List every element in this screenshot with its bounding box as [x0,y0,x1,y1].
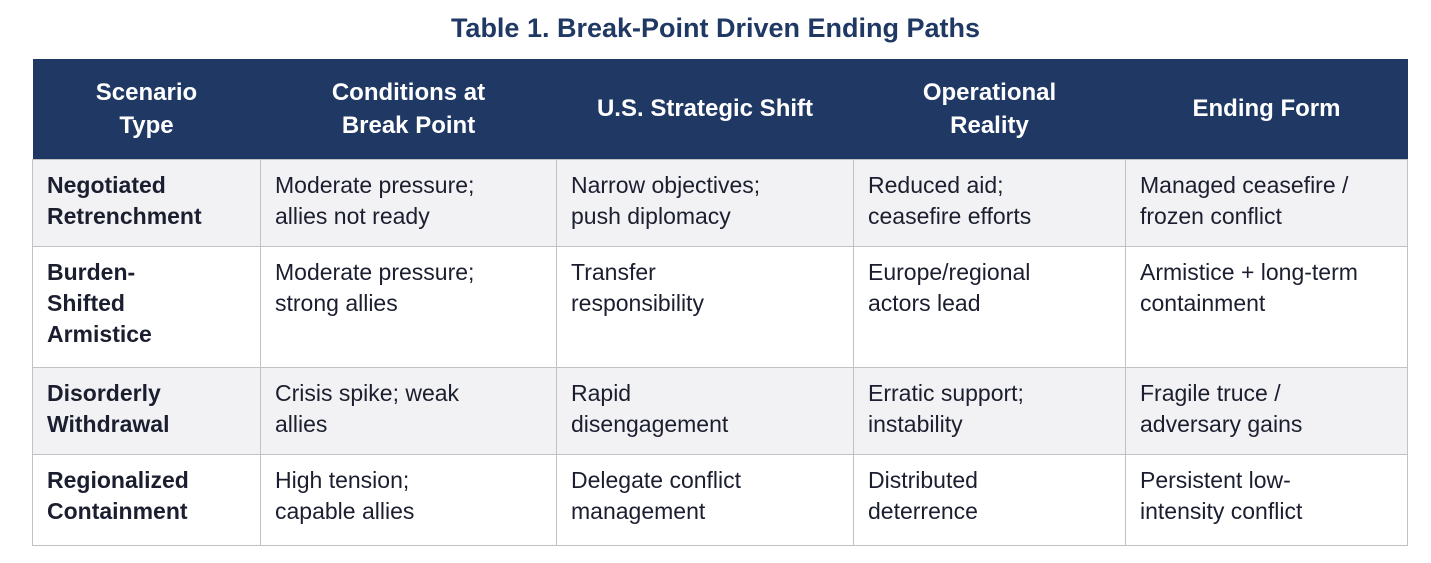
scenario-cell: Regionalized Containment [32,453,261,546]
break-point-table: Scenario Type Conditions at Break Point … [32,59,1408,546]
table-cell: Crisis spike; weak allies [260,366,557,455]
table-row-burden-shifted-armistice: Burden- Shifted Armistice Moderate press… [32,245,1408,368]
table-cell: Persistent low- intensity conflict [1125,453,1408,546]
table-cell: Delegate conflict management [556,453,854,546]
scenario-cell: Disorderly Withdrawal [32,366,261,455]
scenario-cell: Negotiated Retrenchment [32,158,261,247]
table-cell: Fragile truce / adversary gains [1125,366,1408,455]
column-header-scenario-type: Scenario Type [32,59,261,159]
table-title: Table 1. Break-Point Driven Ending Paths [450,13,981,43]
table-row-disorderly-withdrawal: Disorderly Withdrawal Crisis spike; weak… [32,366,1408,455]
table-cell: Moderate pressure; strong allies [260,245,557,368]
table-cell: Narrow objectives; push diplomacy [556,158,854,247]
scenario-cell: Burden- Shifted Armistice [32,245,261,368]
table-cell: Reduced aid; ceasefire efforts [853,158,1126,247]
table-cell: Distributed deterrence [853,453,1126,546]
table-cell: Armistice + long-term containment [1125,245,1408,368]
table-cell: Europe/regional actors lead [853,245,1126,368]
table-header-row: Scenario Type Conditions at Break Point … [32,59,1408,159]
table-row-regionalized-containment: Regionalized Containment High tension; c… [32,453,1408,546]
column-header-ending-form: Ending Form [1125,59,1408,159]
table-cell: High tension; capable allies [260,453,557,546]
column-header-us-strategic-shift: U.S. Strategic Shift [556,59,854,159]
table-cell: Managed ceasefire / frozen conflict [1125,158,1408,247]
column-header-conditions-at-break-point: Conditions at Break Point [260,59,557,159]
table-cell: Moderate pressure; allies not ready [260,158,557,247]
table-cell: Erratic support; instability [853,366,1126,455]
table-row-negotiated-retrenchment: Negotiated Retrenchment Moderate pressur… [32,158,1408,247]
table-cell: Transfer responsibility [556,245,854,368]
column-header-operational-reality: Operational Reality [853,59,1126,159]
table-cell: Rapid disengagement [556,366,854,455]
